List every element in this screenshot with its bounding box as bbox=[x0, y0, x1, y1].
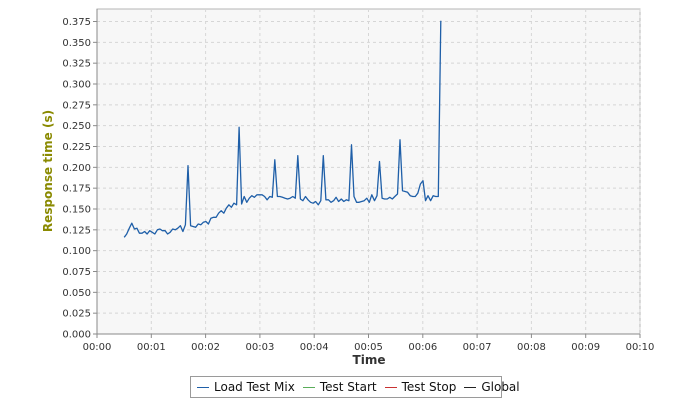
y-tick-label: 0.150 bbox=[62, 205, 91, 216]
x-tick-label: 00:04 bbox=[300, 342, 329, 353]
legend-label-global: Global bbox=[481, 380, 520, 394]
x-tick-label: 00:09 bbox=[571, 342, 600, 353]
y-tick-label: 0.275 bbox=[62, 100, 91, 111]
y-tick-label: 0.200 bbox=[62, 163, 91, 174]
tick-labels: 0.000 0.025 0.050 0.075 0.100 0.125 0.150 0.175… bbox=[62, 17, 654, 353]
y-tick-label: 0.075 bbox=[62, 267, 91, 278]
series-line-load-test-mix bbox=[123, 20, 442, 238]
legend-swatch-load-test-mix bbox=[197, 386, 209, 388]
axes bbox=[93, 9, 641, 338]
legend-item-global: Global bbox=[464, 380, 520, 394]
y-tick-label: 0.375 bbox=[62, 17, 91, 28]
legend-swatch-test-start bbox=[302, 386, 315, 388]
y-tick-label: 0.100 bbox=[62, 246, 91, 257]
y-tick-label: 0.050 bbox=[62, 288, 91, 299]
x-tick-label: 00:06 bbox=[408, 342, 437, 353]
legend-label-load-test-mix: Load Test Mix bbox=[214, 380, 295, 394]
legend-item-test-stop: Test Stop bbox=[384, 380, 457, 394]
x-tick-label: 00:10 bbox=[626, 342, 655, 353]
y-tick-label: 0.250 bbox=[62, 121, 91, 132]
y-tick-label: 0.350 bbox=[62, 38, 91, 49]
legend-swatch-global bbox=[464, 386, 477, 388]
y-tick-label: 0.025 bbox=[62, 309, 91, 320]
y-axis-title: Response time (s) bbox=[41, 110, 55, 232]
legend-item-test-start: Test Start bbox=[302, 380, 377, 394]
y-tick-label: 0.000 bbox=[62, 330, 91, 341]
series-lines bbox=[123, 20, 442, 238]
x-tick-label: 00:03 bbox=[245, 342, 274, 353]
x-tick-label: 00:05 bbox=[354, 342, 383, 353]
x-axis-title: Time bbox=[353, 353, 386, 367]
y-tick-label: 0.225 bbox=[62, 142, 91, 153]
legend-label-test-start: Test Start bbox=[319, 380, 377, 394]
legend-item-load-test-mix: Load Test Mix bbox=[197, 380, 295, 394]
x-tick-label: 00:02 bbox=[191, 342, 220, 353]
x-tick-label: 00:00 bbox=[83, 342, 112, 353]
legend-label-test-stop: Test Stop bbox=[401, 380, 457, 394]
y-tick-label: 0.175 bbox=[62, 184, 91, 195]
x-tick-label: 00:07 bbox=[463, 342, 492, 353]
legend-swatch-test-stop bbox=[384, 386, 397, 388]
y-tick-label: 0.300 bbox=[62, 80, 91, 91]
x-tick-label: 00:01 bbox=[137, 342, 166, 353]
chart-legend: Load Test Mix Test Start Test Stop Globa… bbox=[190, 376, 520, 398]
y-tick-label: 0.125 bbox=[62, 225, 91, 236]
y-tick-label: 0.325 bbox=[62, 59, 91, 70]
x-tick-label: 00:08 bbox=[517, 342, 546, 353]
